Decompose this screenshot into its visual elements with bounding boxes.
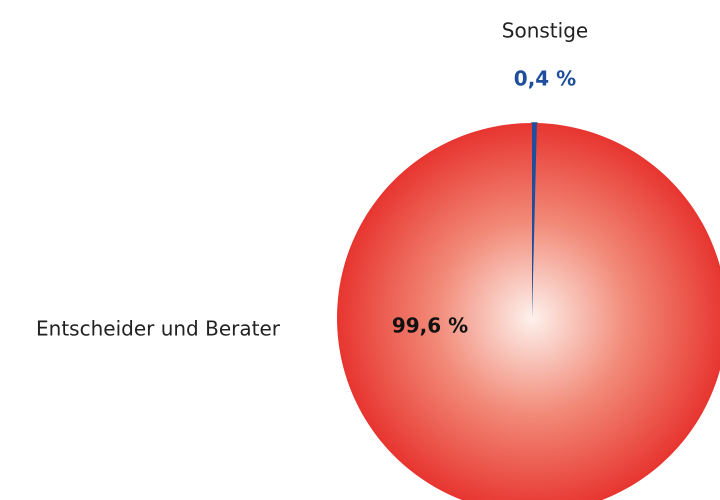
category-label: Entscheider und Berater [36,317,281,341]
pie-slice [337,123,720,500]
pie-slice [531,122,538,319]
value-label: 0,4 % [514,67,576,91]
value-label: 99,6 % [392,314,468,338]
category-label: Sonstige [502,19,588,43]
